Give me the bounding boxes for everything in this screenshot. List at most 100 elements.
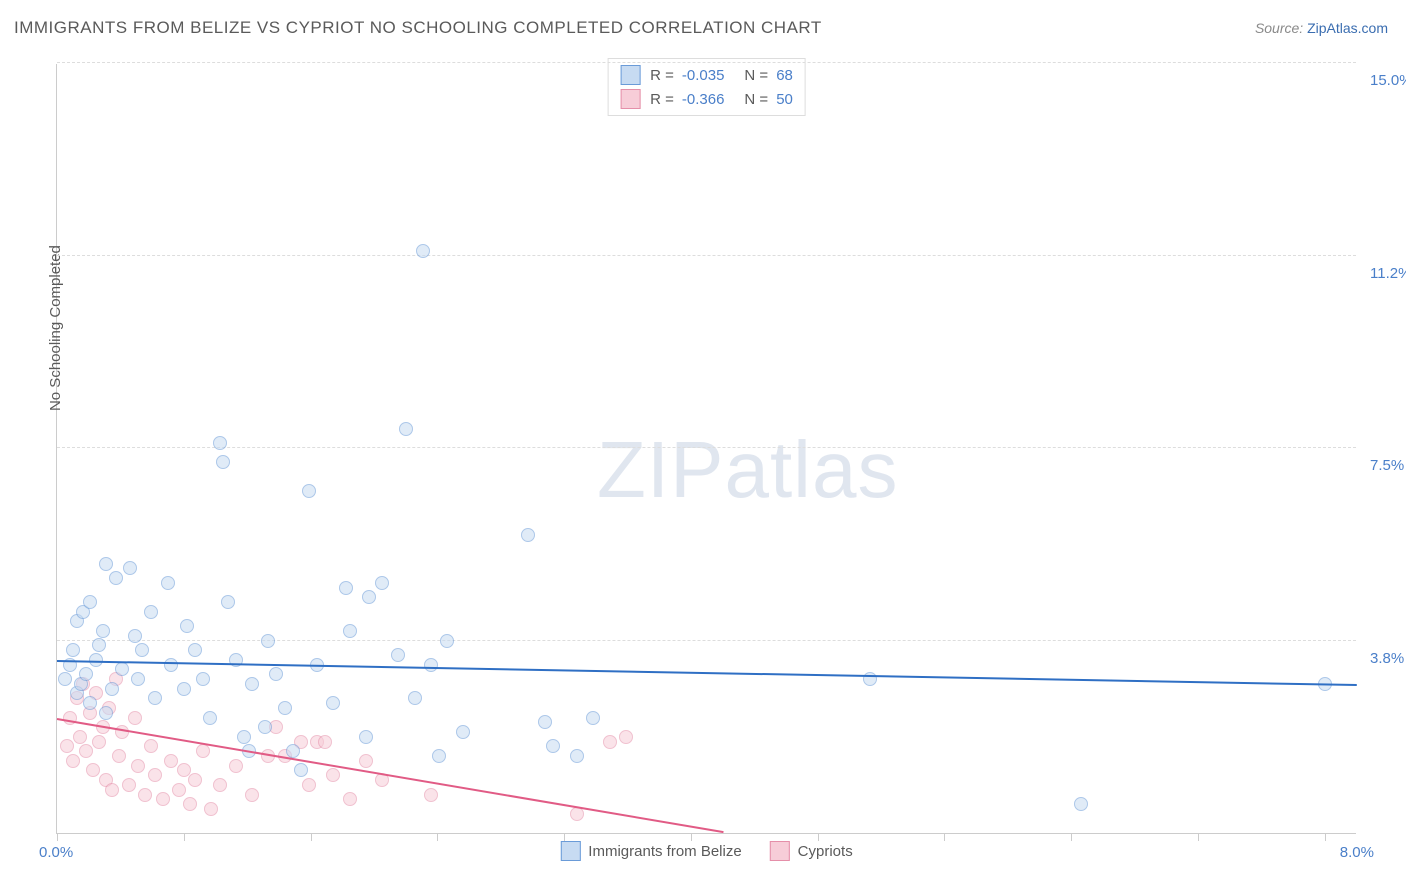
plot-area: ZIPatlas No Schooling Completed 0.0% 8.0… xyxy=(56,64,1356,834)
scatter-point xyxy=(131,672,145,686)
scatter-point xyxy=(261,634,275,648)
scatter-point xyxy=(183,797,197,811)
scatter-point xyxy=(131,759,145,773)
scatter-point xyxy=(362,590,376,604)
scatter-point xyxy=(138,788,152,802)
x-tick xyxy=(1071,833,1072,841)
grid-line xyxy=(57,62,1356,63)
scatter-point xyxy=(521,528,535,542)
scatter-point xyxy=(188,643,202,657)
scatter-point xyxy=(73,730,87,744)
scatter-point xyxy=(269,667,283,681)
x-max-label: 8.0% xyxy=(1340,844,1374,861)
x-tick xyxy=(944,833,945,841)
scatter-point xyxy=(216,455,230,469)
r-label: R = xyxy=(650,67,674,84)
legend-label-cypriots: Cypriots xyxy=(798,843,853,860)
scatter-point xyxy=(122,778,136,792)
y-axis-label: No Schooling Completed xyxy=(47,245,64,411)
scatter-point xyxy=(586,711,600,725)
scatter-point xyxy=(245,788,259,802)
legend-row-cypriots: R = -0.366 N = 50 xyxy=(620,87,793,111)
scatter-point xyxy=(391,648,405,662)
x-tick xyxy=(311,833,312,841)
scatter-point xyxy=(99,706,113,720)
scatter-point xyxy=(424,788,438,802)
legend-correlation: R = -0.035 N = 68 R = -0.366 N = 50 xyxy=(607,58,806,116)
scatter-point xyxy=(603,735,617,749)
n-value-cypriots: 50 xyxy=(776,91,793,108)
scatter-point xyxy=(60,739,74,753)
scatter-point xyxy=(278,701,292,715)
scatter-point xyxy=(456,725,470,739)
scatter-point xyxy=(221,595,235,609)
scatter-point xyxy=(105,783,119,797)
grid-line xyxy=(57,255,1356,256)
scatter-point xyxy=(148,768,162,782)
scatter-point xyxy=(294,763,308,777)
scatter-point xyxy=(96,624,110,638)
scatter-point xyxy=(144,739,158,753)
source-link[interactable]: ZipAtlas.com xyxy=(1307,20,1388,36)
scatter-point xyxy=(105,682,119,696)
watermark-zip: ZIP xyxy=(597,425,724,514)
x-origin-label: 0.0% xyxy=(39,844,73,861)
scatter-point xyxy=(359,754,373,768)
r-value-cypriots: -0.366 xyxy=(682,91,725,108)
scatter-point xyxy=(326,696,340,710)
scatter-point xyxy=(440,634,454,648)
scatter-point xyxy=(570,749,584,763)
scatter-point xyxy=(326,768,340,782)
scatter-point xyxy=(416,244,430,258)
scatter-point xyxy=(302,778,316,792)
legend-item-cypriots: Cypriots xyxy=(770,841,853,861)
source-attribution: Source: ZipAtlas.com xyxy=(1255,20,1388,36)
scatter-point xyxy=(112,749,126,763)
scatter-point xyxy=(177,682,191,696)
scatter-point xyxy=(203,711,217,725)
x-tick xyxy=(437,833,438,841)
scatter-point xyxy=(432,749,446,763)
scatter-point xyxy=(135,643,149,657)
scatter-point xyxy=(128,711,142,725)
scatter-point xyxy=(318,735,332,749)
scatter-point xyxy=(245,677,259,691)
scatter-point xyxy=(161,576,175,590)
source-label: Source: xyxy=(1255,20,1303,36)
scatter-point xyxy=(408,691,422,705)
scatter-point xyxy=(115,662,129,676)
legend-label-belize: Immigrants from Belize xyxy=(588,843,741,860)
x-tick xyxy=(184,833,185,841)
grid-line xyxy=(57,640,1356,641)
r-value-belize: -0.035 xyxy=(682,67,725,84)
scatter-point xyxy=(424,658,438,672)
scatter-point xyxy=(1074,797,1088,811)
x-tick xyxy=(1325,833,1326,841)
scatter-point xyxy=(188,773,202,787)
legend-swatch-belize xyxy=(620,65,640,85)
scatter-point xyxy=(83,696,97,710)
scatter-point xyxy=(180,619,194,633)
n-label: N = xyxy=(744,91,768,108)
scatter-point xyxy=(213,778,227,792)
n-label: N = xyxy=(744,67,768,84)
scatter-point xyxy=(258,720,272,734)
x-tick xyxy=(57,833,58,841)
x-tick xyxy=(818,833,819,841)
scatter-point xyxy=(286,744,300,758)
scatter-point xyxy=(79,744,93,758)
y-tick-label: 3.8% xyxy=(1370,650,1404,667)
scatter-point xyxy=(343,624,357,638)
legend-series: Immigrants from Belize Cypriots xyxy=(560,841,852,861)
scatter-point xyxy=(399,422,413,436)
scatter-point xyxy=(86,763,100,777)
scatter-point xyxy=(172,783,186,797)
watermark-atlas: atlas xyxy=(724,425,898,514)
scatter-point xyxy=(128,629,142,643)
scatter-point xyxy=(144,605,158,619)
legend-swatch-cypriots-bottom xyxy=(770,841,790,861)
legend-row-belize: R = -0.035 N = 68 xyxy=(620,63,793,87)
scatter-point xyxy=(109,571,123,585)
scatter-point xyxy=(99,557,113,571)
scatter-point xyxy=(546,739,560,753)
